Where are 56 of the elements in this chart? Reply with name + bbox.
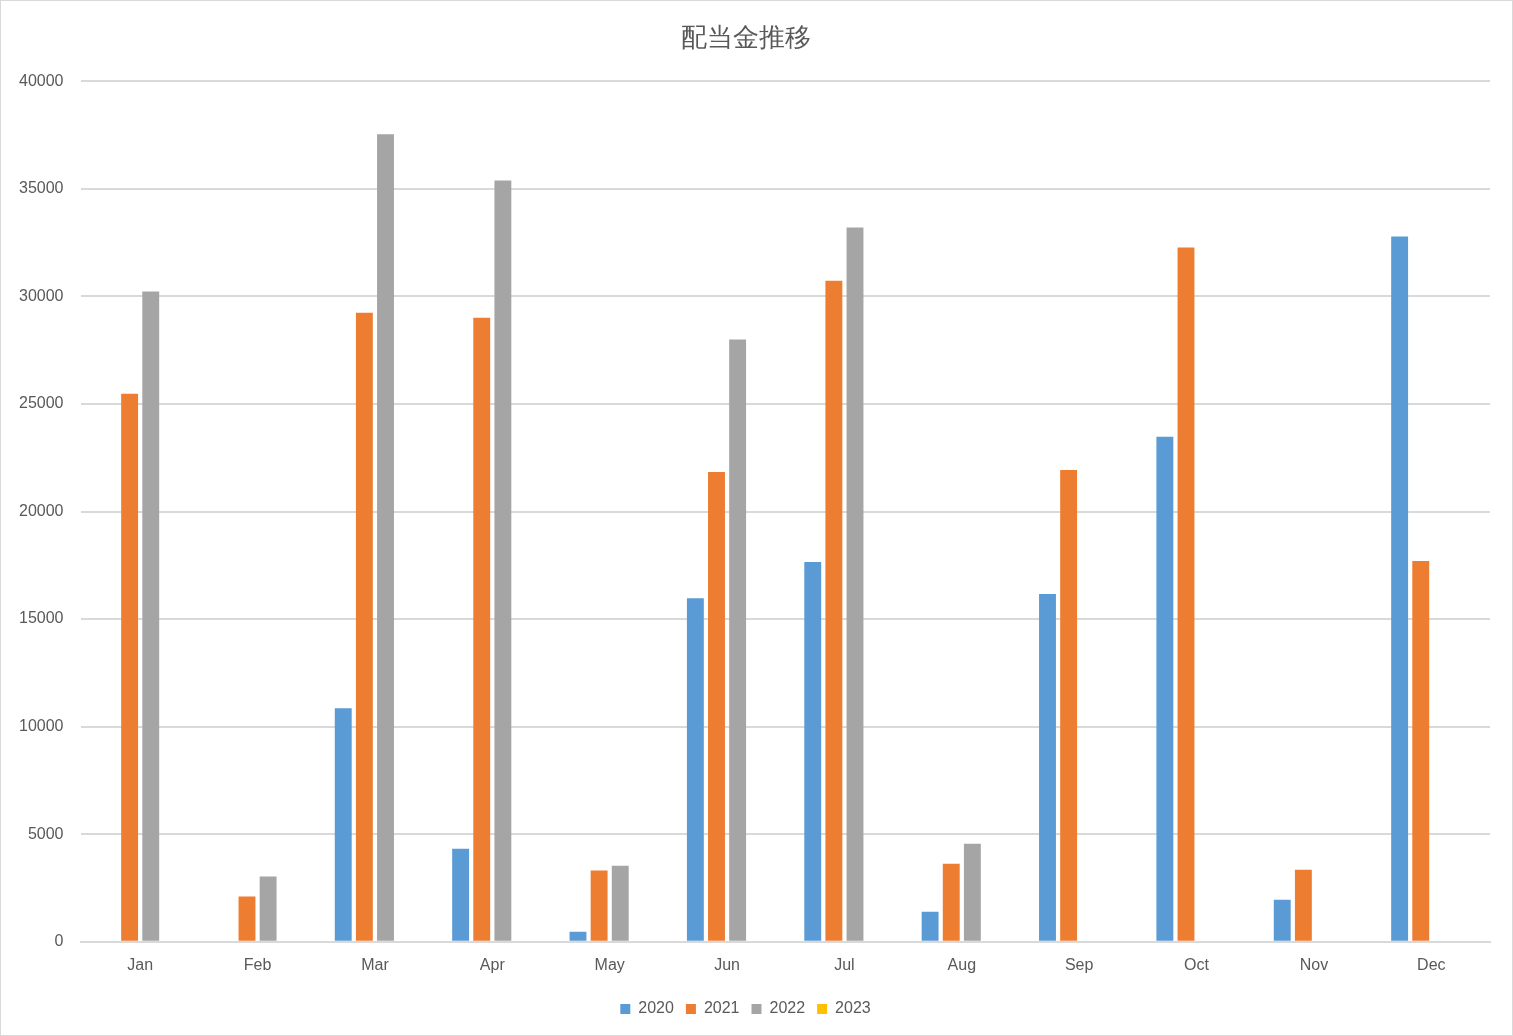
bar [942, 863, 960, 941]
legend-label: 2021 [703, 999, 740, 1017]
bar [452, 848, 470, 941]
bar [334, 708, 352, 941]
bar [804, 562, 822, 941]
y-tick-label: 30000 [18, 286, 64, 304]
y-tick-label: 10000 [18, 717, 64, 735]
bar [377, 134, 394, 941]
bar [259, 876, 277, 941]
bar [473, 317, 491, 941]
x-tick-label: Apr [479, 955, 506, 973]
y-tick-label: 25000 [18, 394, 64, 412]
legend-label: 2020 [638, 999, 675, 1017]
x-tick-label: Mar [361, 955, 390, 973]
x-tick-label: Jan [127, 955, 154, 973]
x-tick-label: Jun [714, 955, 740, 973]
bar [1177, 247, 1195, 941]
y-tick-label: 15000 [18, 609, 64, 627]
bar [238, 896, 256, 941]
bar [1060, 469, 1078, 941]
bar [1294, 869, 1312, 941]
bar [921, 911, 939, 941]
x-tick-label: Feb [243, 955, 272, 973]
y-tick-label: 0 [54, 932, 64, 950]
chart-title: 配当金推移 [680, 21, 811, 52]
x-tick-label: Nov [1299, 955, 1329, 973]
bar [611, 865, 629, 941]
bar [494, 180, 512, 941]
bar [355, 312, 373, 941]
bar [1156, 436, 1174, 941]
y-tick-label: 35000 [18, 179, 64, 197]
y-tick-label: 5000 [27, 824, 64, 842]
bar [590, 870, 608, 941]
x-tick-label: May [594, 955, 625, 973]
x-tick-label: Dec [1417, 955, 1446, 973]
bar [1391, 236, 1409, 941]
y-tick-label: 20000 [18, 501, 64, 519]
x-tick-label: Aug [947, 955, 977, 973]
bar [1412, 560, 1430, 941]
x-tick-label: Jul [834, 955, 855, 973]
legend-label: 2023 [835, 999, 871, 1017]
bar [846, 227, 864, 941]
bar [729, 339, 747, 941]
y-tick-label: 40000 [18, 71, 64, 89]
bar [121, 393, 139, 941]
bar [825, 280, 843, 941]
bar [569, 931, 587, 941]
legend-label: 2022 [769, 999, 806, 1017]
x-tick-label: Oct [1184, 955, 1210, 973]
bar [963, 843, 981, 941]
bar [686, 598, 704, 941]
x-tick-label: Sep [1064, 955, 1094, 973]
bar [1273, 899, 1291, 941]
bar [708, 471, 725, 941]
bar [1039, 594, 1056, 941]
bar [142, 291, 160, 941]
